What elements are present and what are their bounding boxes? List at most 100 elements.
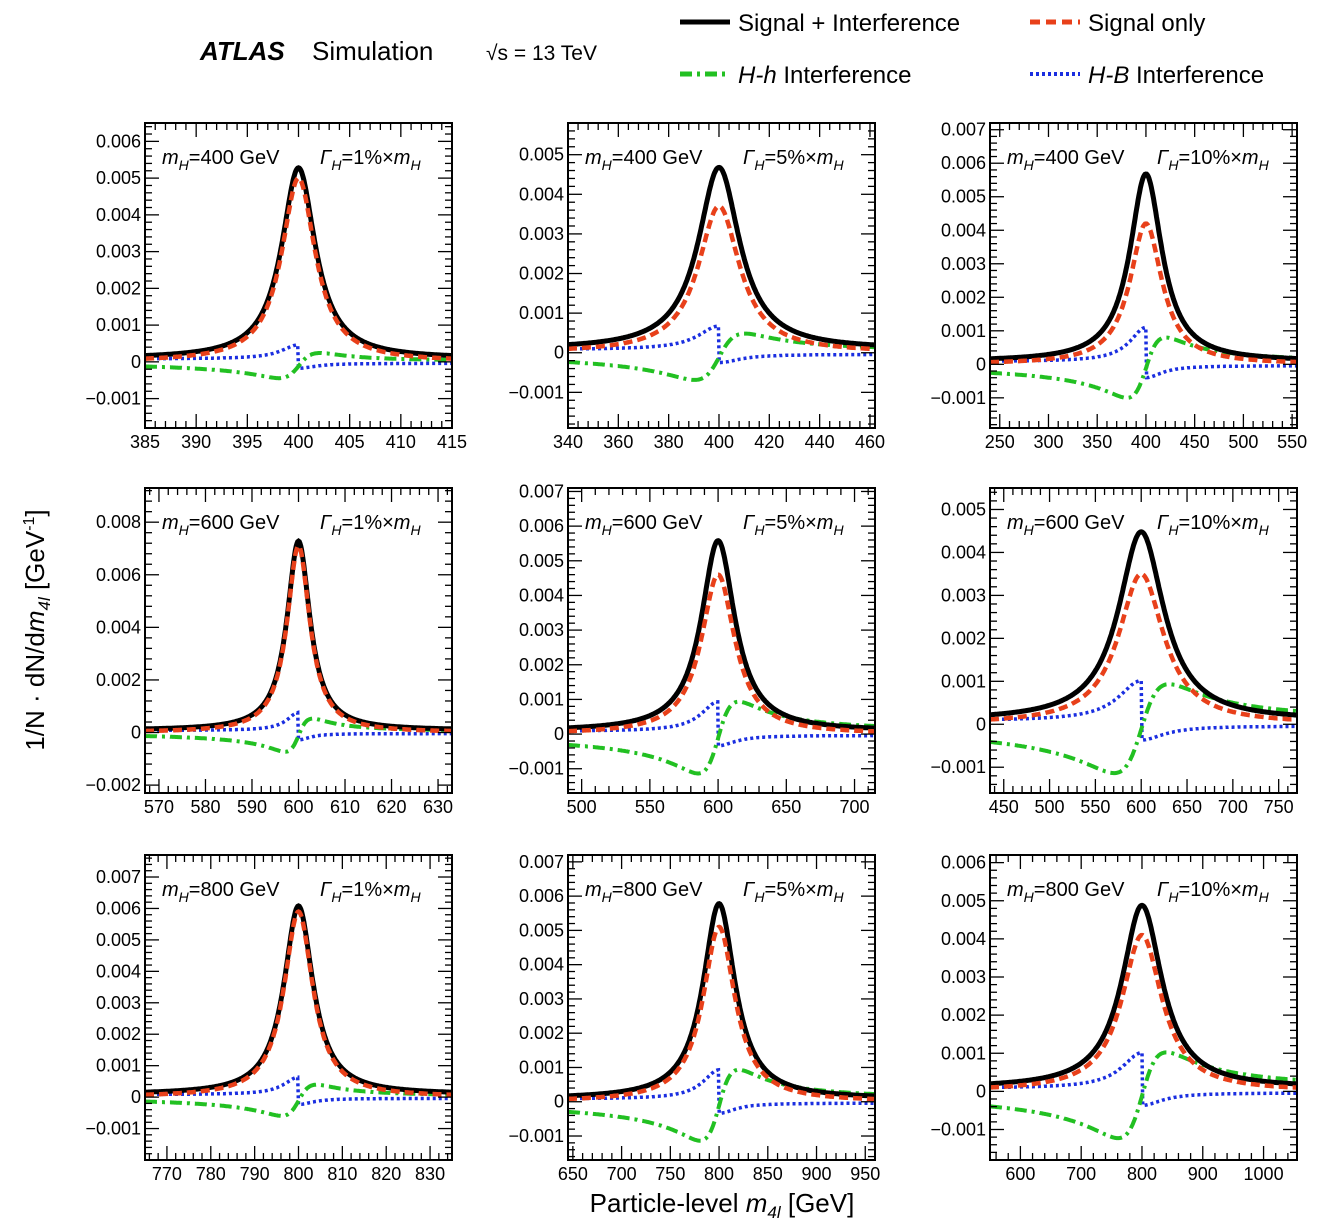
y-tick-label: 0	[554, 1092, 564, 1112]
panel-mass-label: mH=600 GeV	[585, 512, 703, 538]
panel-mass-label: mH=400 GeV	[162, 147, 280, 173]
panel-mass-label: mH=400 GeV	[1007, 147, 1125, 173]
x-tick-label: 500	[1035, 797, 1065, 817]
x-tick-label: 800	[283, 1164, 313, 1184]
x-tick-label: 810	[327, 1164, 357, 1184]
series-signal-only	[145, 542, 452, 734]
y-tick-label: −0.001	[508, 759, 564, 779]
series-signal-only	[568, 572, 875, 734]
y-tick-label: 0.007	[519, 852, 564, 872]
x-tick-label: 500	[567, 797, 597, 817]
y-tick-label: 0	[976, 714, 986, 734]
series-hh-interference	[990, 335, 1297, 400]
y-tick-label: 0.004	[941, 929, 986, 949]
x-tick-label: 300	[1033, 432, 1063, 452]
y-tick-label: 0.007	[519, 481, 564, 501]
y-tick-label: 0.002	[941, 628, 986, 648]
x-tick-label: 460	[855, 432, 885, 452]
x-tick-label: 415	[437, 432, 467, 452]
x-tick-label: 770	[152, 1164, 182, 1184]
y-tick-label: 0.002	[519, 1023, 564, 1043]
x-tick-label: 900	[1188, 1164, 1218, 1184]
y-tick-label: 0.002	[519, 264, 564, 284]
y-tick-label: 0.005	[941, 499, 986, 519]
x-tick-label: 340	[553, 432, 583, 452]
x-tick-label: 630	[423, 797, 453, 817]
x-tick-label: 750	[655, 1164, 685, 1184]
y-tick-label: 0	[131, 1087, 141, 1107]
panel-m800-w5: 650 700 750 800 850 900 950 −0.001 0 0.001 0.002 0.…	[508, 852, 880, 1184]
panel-width-label: ΓH=10%×mH	[1157, 879, 1270, 905]
y-tick-label: 0.001	[519, 1057, 564, 1077]
x-tick-label: 780	[196, 1164, 226, 1184]
y-tick-label: 0.005	[941, 187, 986, 207]
panel-mass-label: mH=800 GeV	[1007, 879, 1125, 905]
y-axis-label: 1/N · dN/dm4l [GeV-1]	[20, 509, 54, 750]
x-tick-label: 800	[1127, 1164, 1157, 1184]
y-tick-label: 0.003	[941, 254, 986, 274]
series-group	[990, 171, 1297, 400]
series-signal-interference	[990, 529, 1297, 718]
y-tick-label: 0	[554, 343, 564, 363]
legend-label-signal-only: Signal only	[1088, 10, 1205, 37]
x-tick-label: 250	[985, 432, 1015, 452]
plot-frame	[567, 122, 876, 429]
panel-m800-w10: 600 700 800 900 1000 −0.001 0 0.001 0.002 0.003 0.…	[930, 853, 1298, 1184]
y-tick-label: 0	[554, 724, 564, 744]
y-tick-label: 0.006	[941, 853, 986, 873]
y-tick-label: 0.001	[96, 315, 141, 335]
series-group	[145, 903, 452, 1118]
panel-mass-label: mH=600 GeV	[1007, 512, 1125, 538]
y-tick-label: 0.001	[519, 303, 564, 323]
y-tick-label: 0.003	[519, 224, 564, 244]
y-tick-label: 0.002	[96, 1024, 141, 1044]
series-group	[990, 529, 1297, 776]
series-hh-interference	[990, 682, 1297, 776]
y-tick-label: 0.002	[941, 287, 986, 307]
y-tick-label: 0.004	[519, 955, 564, 975]
series-hb-interference	[568, 1067, 875, 1116]
x-tick-label: 600	[283, 797, 313, 817]
y-tick-label: 0.002	[96, 670, 141, 690]
x-tick-label: 580	[190, 797, 220, 817]
series-signal-interference	[568, 164, 875, 348]
panel-mass-label: mH=400 GeV	[585, 147, 703, 173]
x-tick-label: 400	[283, 432, 313, 452]
legend: Signal + Interference Signal only H-h In…	[680, 10, 1264, 89]
panel-m600-w5: 500 550 600 650 700 −0.001 0 0.001 0.002 0.003 0.0…	[508, 481, 876, 817]
series-signal-interference	[145, 903, 452, 1095]
series-signal-interference	[990, 902, 1297, 1087]
panel-width-label: ΓH=5%×mH	[743, 879, 844, 905]
y-tick-label: 0.006	[941, 153, 986, 173]
x-tick-label: 790	[240, 1164, 270, 1184]
y-tick-label: 0.004	[941, 220, 986, 240]
legend-label-hb-interference: H-B Interference	[1088, 62, 1264, 89]
y-tick-label: −0.001	[930, 1120, 986, 1140]
header: ATLAS Simulation √s = 13 TeV	[199, 36, 597, 66]
series-signal-interference	[145, 537, 452, 732]
y-tick-label: 0.004	[96, 617, 141, 637]
y-tick-label: 0.008	[96, 512, 141, 532]
y-tick-label: −0.001	[508, 382, 564, 402]
series-hh-interference	[568, 1067, 875, 1143]
y-tick-label: −0.001	[930, 388, 986, 408]
panel-mass-label: mH=600 GeV	[162, 512, 280, 538]
series-hb-interference	[568, 700, 875, 748]
x-tick-label: 450	[1180, 432, 1210, 452]
x-tick-label: 590	[237, 797, 267, 817]
series-signal-interference	[145, 165, 452, 359]
y-tick-label: 0.007	[941, 120, 986, 140]
x-tick-label: 440	[805, 432, 835, 452]
y-tick-label: 0.002	[941, 1005, 986, 1025]
plot-frame	[567, 854, 876, 1161]
panel-width-label: ΓH=10%×mH	[1157, 147, 1270, 173]
series-hh-interference	[145, 716, 452, 754]
y-tick-label: 0	[131, 352, 141, 372]
x-tick-label: 385	[130, 432, 160, 452]
panel-m800-w1: 770 780 790 800 810 820 830 −0.001 0 0.001 0.002 0.…	[85, 854, 453, 1184]
y-tick-label: 0.001	[96, 1056, 141, 1076]
y-tick-label: 0.006	[96, 565, 141, 585]
x-tick-label: 600	[1005, 1164, 1035, 1184]
plot-frame	[567, 487, 876, 794]
